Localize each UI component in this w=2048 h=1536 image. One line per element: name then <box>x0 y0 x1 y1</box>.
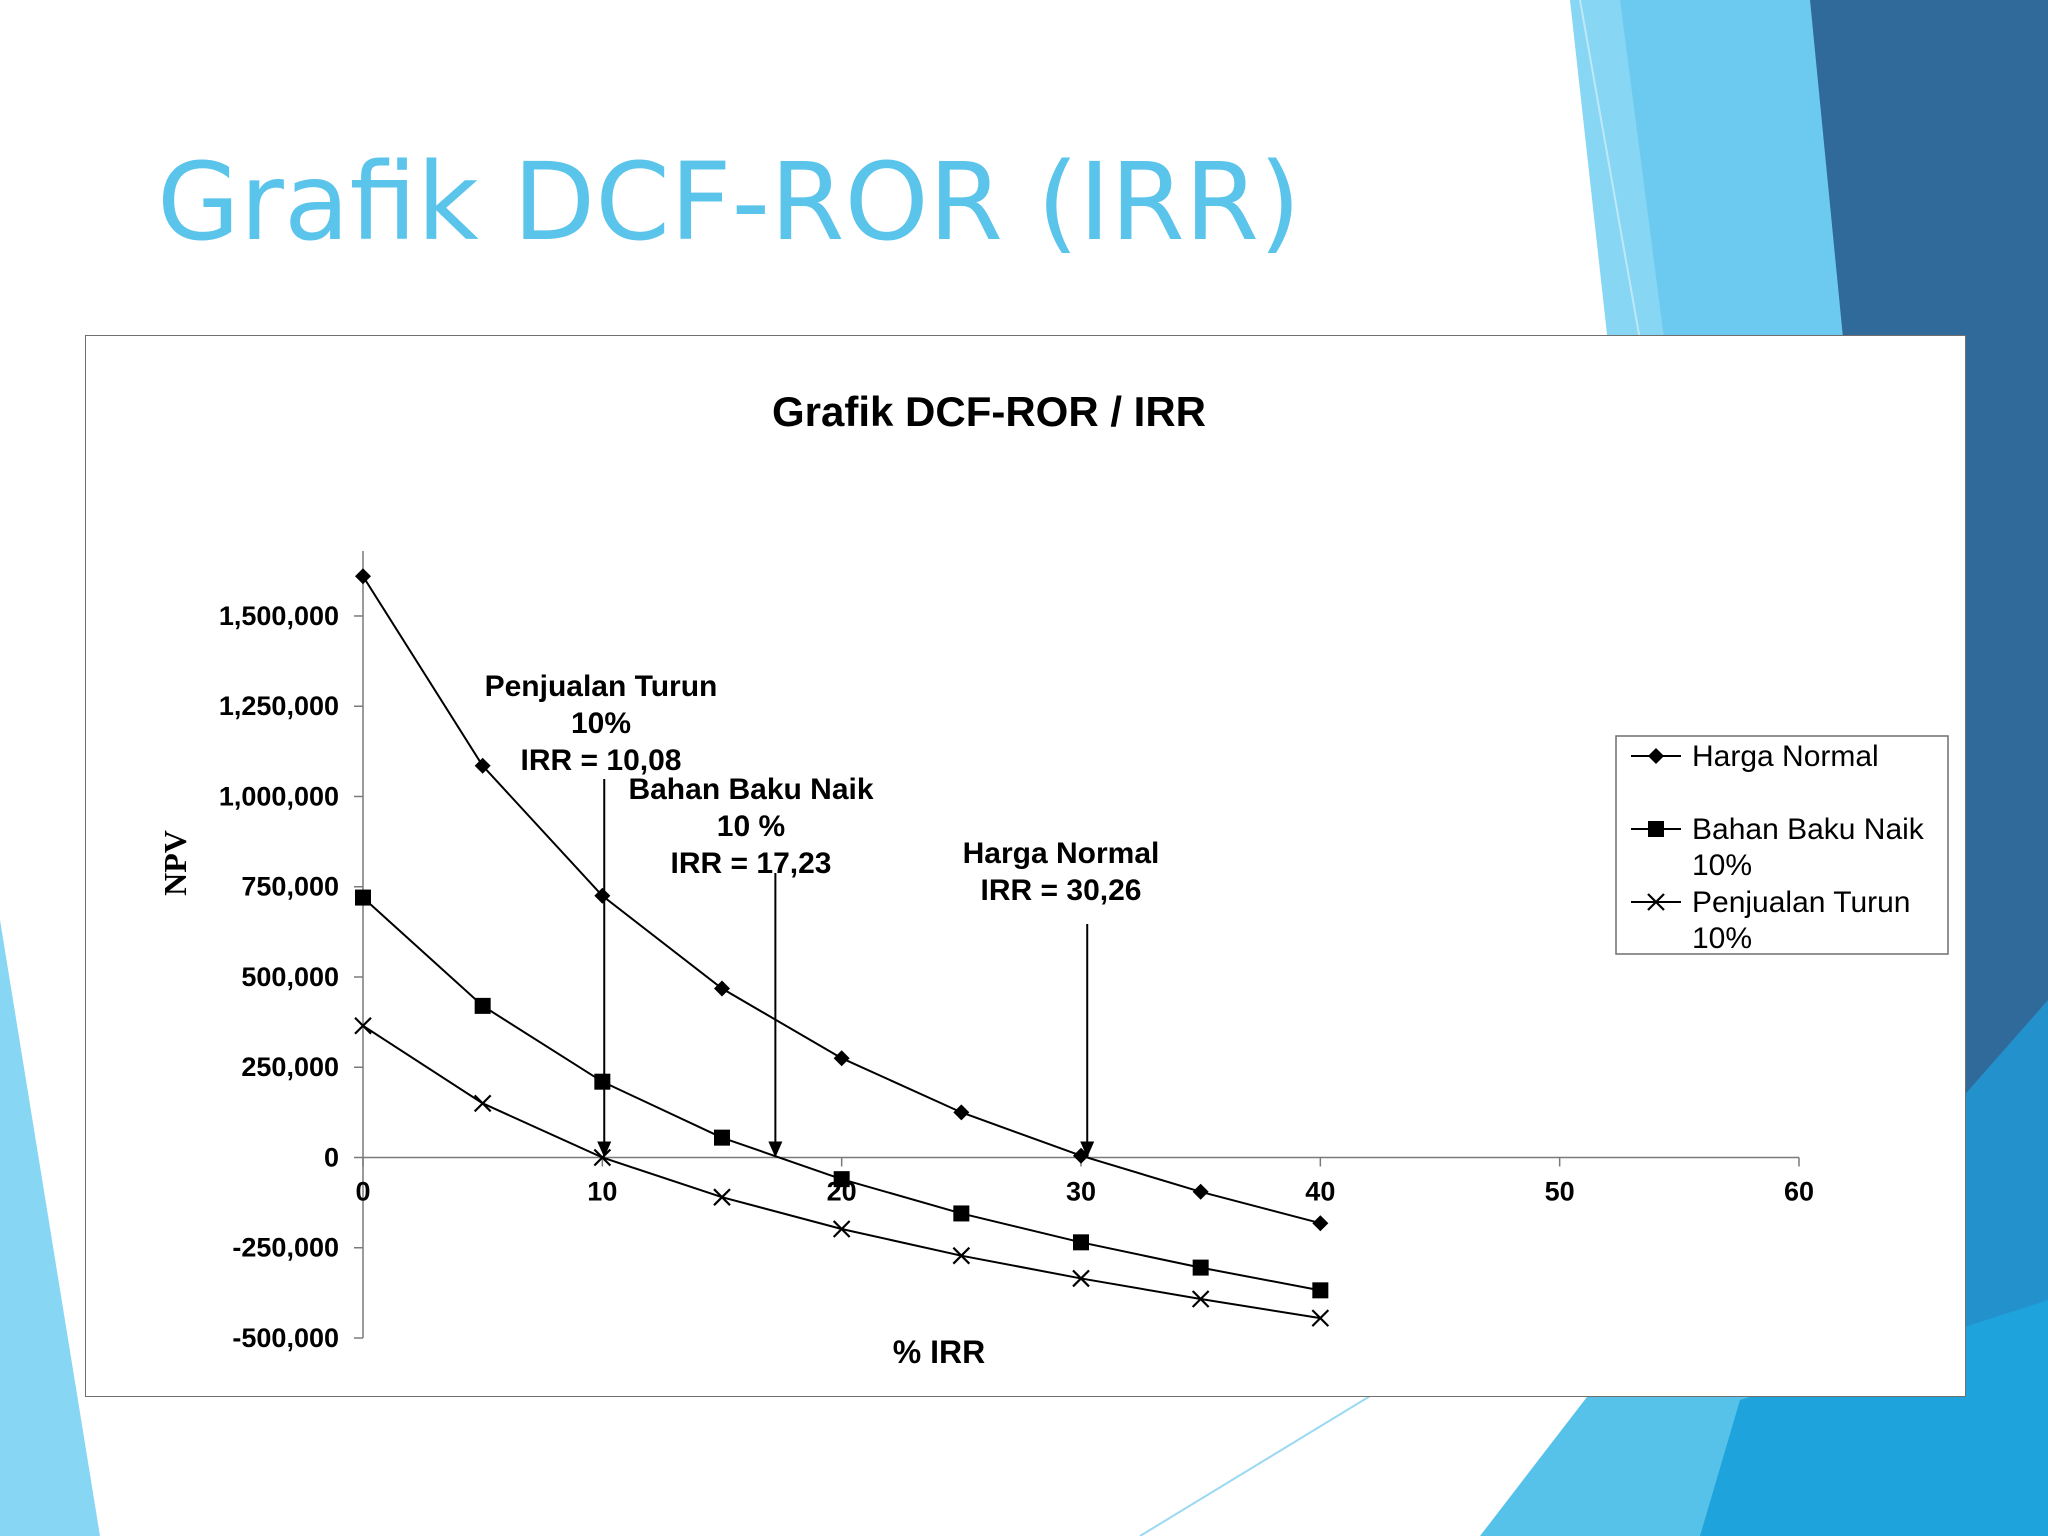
data-point <box>354 1016 372 1035</box>
data-point <box>953 1205 970 1222</box>
annotation-text: 10% <box>571 707 631 740</box>
annotation: Penjualan Turun 10% IRR = 10,08 <box>485 670 718 1158</box>
data-point <box>355 568 371 585</box>
y-tick-label: 750,000 <box>241 872 339 902</box>
data-point <box>355 889 371 906</box>
data-point <box>714 1129 730 1146</box>
data-point <box>1312 1282 1329 1299</box>
y-tick-label: 1,000,000 <box>219 781 339 811</box>
legend-entry: Bahan Baku Naik 10% <box>1631 813 1925 882</box>
y-tick-label: 1,250,000 <box>219 691 339 721</box>
annotation-text: Penjualan Turun <box>485 670 718 703</box>
data-point <box>952 1246 971 1265</box>
data-point <box>1191 1290 1210 1308</box>
decor-left-shape <box>0 920 100 1536</box>
data-point <box>1311 1309 1330 1327</box>
legend-label-line: Bahan Baku Naik <box>1692 813 1925 846</box>
slide-title: Grafik DCF-ROR (IRR) <box>157 141 1301 265</box>
legend-label-line: Penjualan Turun <box>1692 886 1911 919</box>
data-point <box>1192 1259 1209 1276</box>
data-point <box>474 757 491 774</box>
data-point <box>1072 1269 1090 1288</box>
x-tick-label: 10 <box>587 1176 617 1206</box>
x-axis-title: % IRR <box>893 1334 985 1370</box>
data-point <box>832 1220 851 1238</box>
legend-marker <box>1648 748 1664 764</box>
legend-label: Bahan Baku Naik 10% <box>1692 813 1925 882</box>
annotation: Bahan Baku Naik 10 % IRR = 17,23 <box>628 773 874 1158</box>
annotation-arrowhead <box>597 1141 612 1158</box>
dcf-ror-chart: Grafik DCF-ROR / IRR -500,000 -250,000 0 25… <box>157 388 1949 1370</box>
legend-marker <box>1648 821 1664 837</box>
data-point <box>714 980 730 997</box>
legend-box <box>1615 735 1949 955</box>
chart-title: Grafik DCF-ROR / IRR <box>772 388 1206 435</box>
annotation-text: IRR = 30,26 <box>981 874 1142 907</box>
legend-label-line: 10% <box>1692 922 1752 955</box>
legend-label-line: 10% <box>1692 849 1752 882</box>
data-point <box>594 1073 611 1090</box>
x-tick-label: 0 <box>355 1176 370 1206</box>
annotation-text: IRR = 17,23 <box>671 847 832 880</box>
data-point <box>474 997 491 1014</box>
y-tick-label: -250,000 <box>232 1233 339 1263</box>
y-tick-label: 250,000 <box>241 1052 339 1082</box>
decor-line-bottom <box>1139 1389 1381 1536</box>
annotation-arrowhead <box>1080 1141 1095 1158</box>
legend-entry: Harga Normal <box>1631 740 1879 773</box>
data-point <box>1073 1234 1089 1251</box>
series-diamond <box>355 568 1329 1232</box>
legend-label: Harga Normal <box>1692 740 1879 773</box>
series-x <box>354 1016 1330 1327</box>
data-point <box>594 887 611 904</box>
legend-label-line: Harga Normal <box>1692 740 1879 773</box>
chart-frame: Grafik DCF-ROR / IRR -500,000 -250,000 0 25… <box>85 335 1966 1397</box>
annotation-text: 10 % <box>717 810 785 843</box>
data-point <box>713 1188 731 1206</box>
annotation-text: Harga Normal <box>963 837 1160 870</box>
y-axis-title: NPV <box>157 830 193 896</box>
legend-label: Penjualan Turun 10% <box>1692 886 1911 955</box>
decor-line-top <box>1579 0 1641 341</box>
data-point <box>473 1094 492 1113</box>
series-square <box>355 889 1329 1299</box>
data-point <box>833 1050 850 1067</box>
axes: -500,000 -250,000 0 250,000 500,000 750,000 1,… <box>219 551 1814 1353</box>
data-point <box>1192 1183 1209 1200</box>
legend-marker <box>1647 893 1665 911</box>
y-tick-label: 500,000 <box>241 962 339 992</box>
y-tick-label: 0 <box>324 1142 339 1172</box>
series-lines <box>354 568 1330 1327</box>
data-point <box>833 1171 850 1188</box>
data-point <box>593 1148 612 1167</box>
series-line <box>362 896 1321 1292</box>
annotation-text: Bahan Baku Naik <box>628 773 873 806</box>
annotation: Harga Normal IRR = 30,26 <box>963 837 1160 1158</box>
annotation-arrowhead <box>768 1141 783 1158</box>
annotation-text: IRR = 10,08 <box>521 744 682 777</box>
x-tick-label: 60 <box>1784 1176 1814 1206</box>
y-tick-label: -500,000 <box>232 1323 339 1353</box>
data-point <box>1312 1215 1329 1232</box>
legend-entry: Penjualan Turun 10% <box>1631 886 1911 955</box>
data-point <box>953 1104 970 1121</box>
x-tick-label: 50 <box>1545 1176 1575 1206</box>
x-tick-label: 30 <box>1066 1176 1096 1206</box>
y-tick-label: 1,500,000 <box>219 601 339 631</box>
x-tick-label: 40 <box>1305 1176 1335 1206</box>
